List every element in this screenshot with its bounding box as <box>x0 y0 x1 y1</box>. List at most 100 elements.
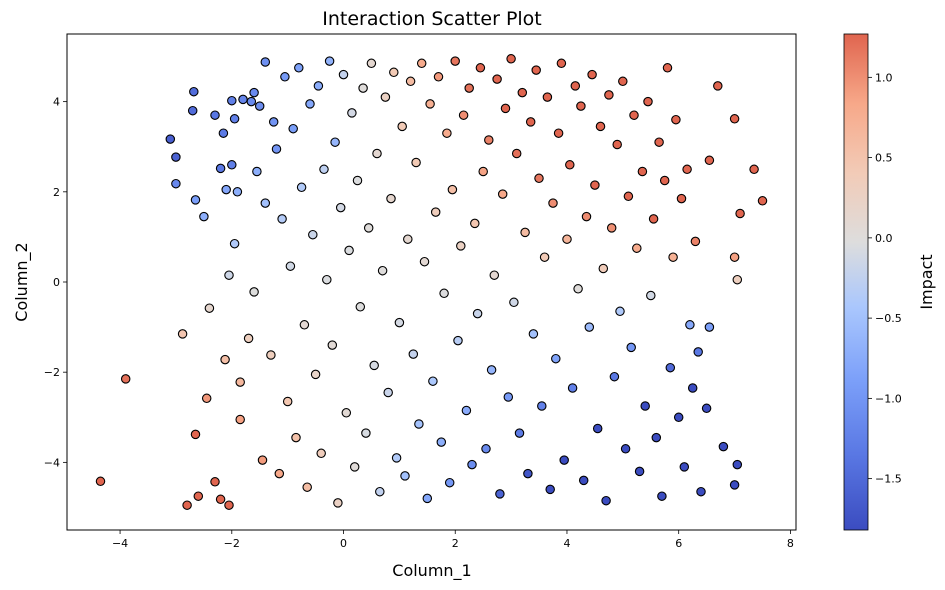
scatter-point <box>193 491 204 501</box>
scatter-point <box>511 148 522 159</box>
scatter-point <box>439 288 449 299</box>
scatter-point <box>651 432 662 443</box>
scatter-point <box>249 287 259 297</box>
scatter-point <box>257 455 268 465</box>
scatter-point <box>578 475 589 486</box>
scatter-point <box>539 252 550 262</box>
scatter-point <box>573 284 583 294</box>
scatter-point <box>425 99 435 109</box>
scatter-point <box>472 308 483 319</box>
scatter-point <box>634 466 645 477</box>
scatter-point <box>601 495 611 506</box>
scatter-point <box>673 412 684 423</box>
scatter-point <box>713 81 723 91</box>
scatter-point <box>690 236 701 247</box>
scatter-point <box>497 189 508 199</box>
x-tick-label: 0 <box>340 537 347 550</box>
scatter-point <box>492 74 502 84</box>
scatter-point <box>215 163 226 174</box>
scatter-point <box>220 354 230 365</box>
scatter-point <box>383 387 393 398</box>
scatter-point <box>319 164 329 175</box>
scatter-point <box>657 491 667 501</box>
scatter-point <box>456 241 466 251</box>
scatter-point <box>333 498 343 508</box>
scatter-point <box>598 263 609 274</box>
scatter-point <box>685 320 695 330</box>
scatter-point <box>590 180 600 190</box>
scatter-point <box>687 383 698 393</box>
colorbar <box>843 33 869 531</box>
scatter-point <box>606 223 617 233</box>
scatter-point <box>629 110 639 120</box>
scatter-point <box>403 234 413 244</box>
scatter-point <box>749 164 759 175</box>
scatter-point <box>679 462 690 472</box>
scatter-point <box>302 482 312 492</box>
scatter-point <box>177 329 188 339</box>
x-tick-label: 6 <box>675 537 682 550</box>
scatter-point <box>696 486 706 497</box>
scatter-point <box>729 114 740 124</box>
x-tick-label: 2 <box>452 537 459 550</box>
scatter-point <box>475 63 486 73</box>
scatter-point <box>620 444 631 454</box>
scatter-point <box>227 95 237 106</box>
scatter-point <box>478 166 488 177</box>
scatter-point <box>517 87 528 98</box>
scatter-point <box>282 396 293 407</box>
scatter-point <box>682 164 692 175</box>
scatter-point <box>528 329 539 339</box>
scatter-point <box>562 234 572 244</box>
scatter-point <box>693 347 703 357</box>
scatter-point <box>291 432 301 443</box>
scatter-point <box>637 166 648 177</box>
x-tick-label: −2 <box>224 537 240 550</box>
scatter-point <box>232 187 243 197</box>
scatter-point <box>260 198 271 208</box>
scatter-point <box>344 245 354 256</box>
scatter-point <box>313 81 324 91</box>
scatter-point <box>400 471 410 481</box>
scatter-point <box>405 76 416 87</box>
scatter-point <box>355 302 366 312</box>
x-tick-label: −4 <box>112 537 128 550</box>
scatter-point <box>199 211 209 222</box>
scatter-point <box>565 160 575 170</box>
scatter-point <box>595 121 606 132</box>
scatter-point <box>375 486 385 497</box>
scatter-point <box>294 63 304 73</box>
scatter-point <box>525 117 536 127</box>
scatter-point <box>506 54 516 64</box>
scatter-point <box>665 362 676 373</box>
scatter-point <box>559 455 569 465</box>
scatter-point <box>422 493 433 504</box>
scatter-point <box>254 101 265 111</box>
scatter-point <box>718 441 729 452</box>
scatter-point <box>659 175 670 186</box>
scatter-point <box>416 58 427 69</box>
scatter-point <box>453 335 463 346</box>
scatter-point <box>285 261 296 271</box>
scatter-point <box>224 270 234 280</box>
scatter-point <box>389 67 399 78</box>
scatter-point <box>503 392 514 402</box>
scatter-point <box>316 448 326 459</box>
scatter-point <box>414 419 424 429</box>
scatter-point <box>95 476 106 487</box>
y-tick-label: 0 <box>53 276 60 289</box>
scatter-point <box>587 69 597 80</box>
scatter-point <box>643 96 653 107</box>
scatter-point <box>165 134 176 144</box>
scatter-point <box>618 76 628 87</box>
scatter-point <box>243 333 254 344</box>
scatter-point <box>171 152 181 162</box>
colorbar-tick-label: −1.5 <box>875 473 902 486</box>
scatter-point <box>612 139 622 150</box>
scatter-point <box>461 405 472 416</box>
scatter-point <box>640 401 650 411</box>
scatter-point <box>626 342 636 353</box>
scatter-point <box>486 365 497 375</box>
scatter-point <box>556 58 567 69</box>
scatter-point <box>646 290 656 301</box>
